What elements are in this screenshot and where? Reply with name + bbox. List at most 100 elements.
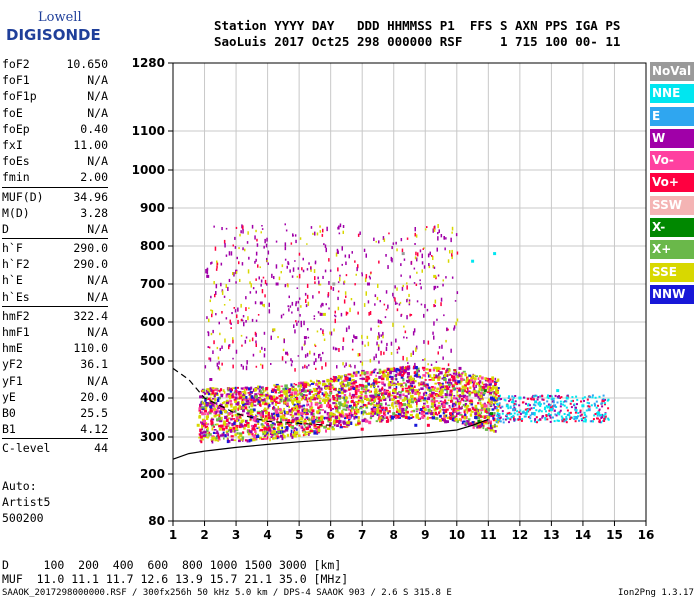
echo-pixel	[251, 433, 254, 436]
echo-pixel	[546, 418, 549, 421]
echo-pixel	[406, 237, 409, 240]
echo-pixel	[568, 416, 571, 419]
echo-pixel	[437, 404, 441, 408]
echo-pixel	[556, 412, 559, 415]
echo-pixel	[445, 408, 449, 411]
y-tick-label: 500	[140, 354, 165, 368]
param-label: M(D)	[2, 205, 30, 220]
echo-pixel	[304, 396, 307, 400]
echo-pixel	[261, 364, 264, 369]
echo-pixel	[270, 399, 274, 403]
echo-pixel	[432, 255, 434, 261]
echo-pixel	[402, 365, 404, 371]
echo-pixel	[328, 394, 331, 397]
echo-pixel	[303, 410, 306, 413]
echo-pixel	[270, 396, 273, 401]
echo-pixel	[252, 287, 255, 290]
echo-pixel	[294, 329, 296, 334]
echo-pixel	[382, 371, 385, 374]
echo-pixel	[294, 431, 299, 435]
echo-pixel	[199, 415, 201, 419]
echo-pixel	[456, 387, 459, 390]
echo-pixel	[513, 419, 516, 422]
echo-pixel	[265, 431, 269, 435]
echo-pixel	[598, 395, 601, 398]
echo-pixel	[301, 408, 305, 412]
echo-pixel	[284, 242, 287, 247]
echo-pixel	[261, 289, 264, 294]
echo-pixel	[426, 405, 430, 408]
echo-pixel	[291, 414, 294, 417]
y-tick-label: 800	[140, 239, 165, 253]
echo-pixel	[526, 409, 529, 412]
echo-pixel	[370, 383, 373, 387]
echo-pixel	[252, 396, 256, 399]
echo-pixel	[343, 400, 346, 404]
echo-pixel	[335, 404, 338, 407]
param-value: 0.40	[80, 121, 108, 136]
footer-file-info: SAAOK_2017298000000.RSF / 300fx256h 50 k…	[2, 588, 452, 598]
echo-pixel	[584, 413, 587, 416]
echo-pixel	[481, 388, 483, 392]
echo-pixel	[262, 304, 264, 307]
echo-pixel	[262, 387, 264, 391]
echo-pixel	[345, 274, 348, 277]
echo-pixel	[303, 423, 306, 427]
echo-pixel	[240, 407, 242, 410]
echo-pixel	[234, 414, 238, 417]
echo-pixel	[219, 418, 223, 423]
echo-pixel	[505, 414, 508, 416]
echo-pixel	[373, 380, 377, 383]
echo-pixel	[378, 405, 382, 409]
plot-area	[172, 62, 647, 522]
echo-pixel	[448, 378, 450, 381]
echo-pixel	[337, 411, 341, 414]
echo-pixel	[254, 387, 257, 392]
echo-pixel	[281, 264, 284, 268]
echo-pixel	[370, 415, 374, 418]
echo-pixel	[480, 411, 483, 414]
echo-pixel	[461, 415, 465, 419]
echo-pixel	[239, 438, 243, 441]
echo-pixel	[388, 375, 392, 378]
echo-pixel	[242, 247, 244, 251]
echo-pixel	[262, 401, 265, 405]
echo-pixel	[371, 371, 374, 374]
echo-pixel	[425, 412, 429, 415]
echo-pixel	[593, 402, 596, 405]
echo-pixel	[542, 415, 545, 418]
echo-pixel	[367, 412, 371, 415]
echo-pixel	[431, 376, 434, 379]
echo-pixel	[329, 419, 332, 424]
echo-pixel	[224, 415, 228, 420]
echo-pixel	[315, 429, 318, 432]
series-point	[483, 419, 487, 423]
echo-pixel	[342, 225, 345, 228]
echo-pixel	[262, 276, 265, 279]
echo-pixel	[291, 387, 294, 390]
echo-pixel	[270, 424, 274, 426]
echo-pixel	[493, 403, 495, 406]
echo-pixel	[421, 261, 424, 265]
echo-pixel	[229, 299, 231, 301]
echo-pixel	[406, 282, 408, 285]
series-point	[474, 412, 478, 416]
echo-pixel	[458, 382, 462, 385]
echo-pixel	[557, 397, 560, 399]
echo-pixel	[482, 392, 485, 396]
echo-pixel	[329, 380, 333, 383]
echo-pixel	[413, 380, 417, 383]
echo-pixel	[236, 386, 239, 389]
echo-pixel	[574, 411, 577, 414]
echo-pixel	[287, 261, 289, 265]
echo-pixel	[232, 337, 234, 340]
echo-pixel	[316, 379, 318, 383]
echo-pixel	[424, 228, 427, 231]
y-tick-label: 600	[140, 315, 165, 329]
echo-pixel	[374, 294, 377, 298]
echo-pixel	[384, 316, 387, 319]
echo-pixel	[456, 399, 459, 403]
series-point	[467, 408, 471, 412]
echo-pixel	[344, 291, 347, 295]
echo-pixel	[524, 415, 527, 418]
